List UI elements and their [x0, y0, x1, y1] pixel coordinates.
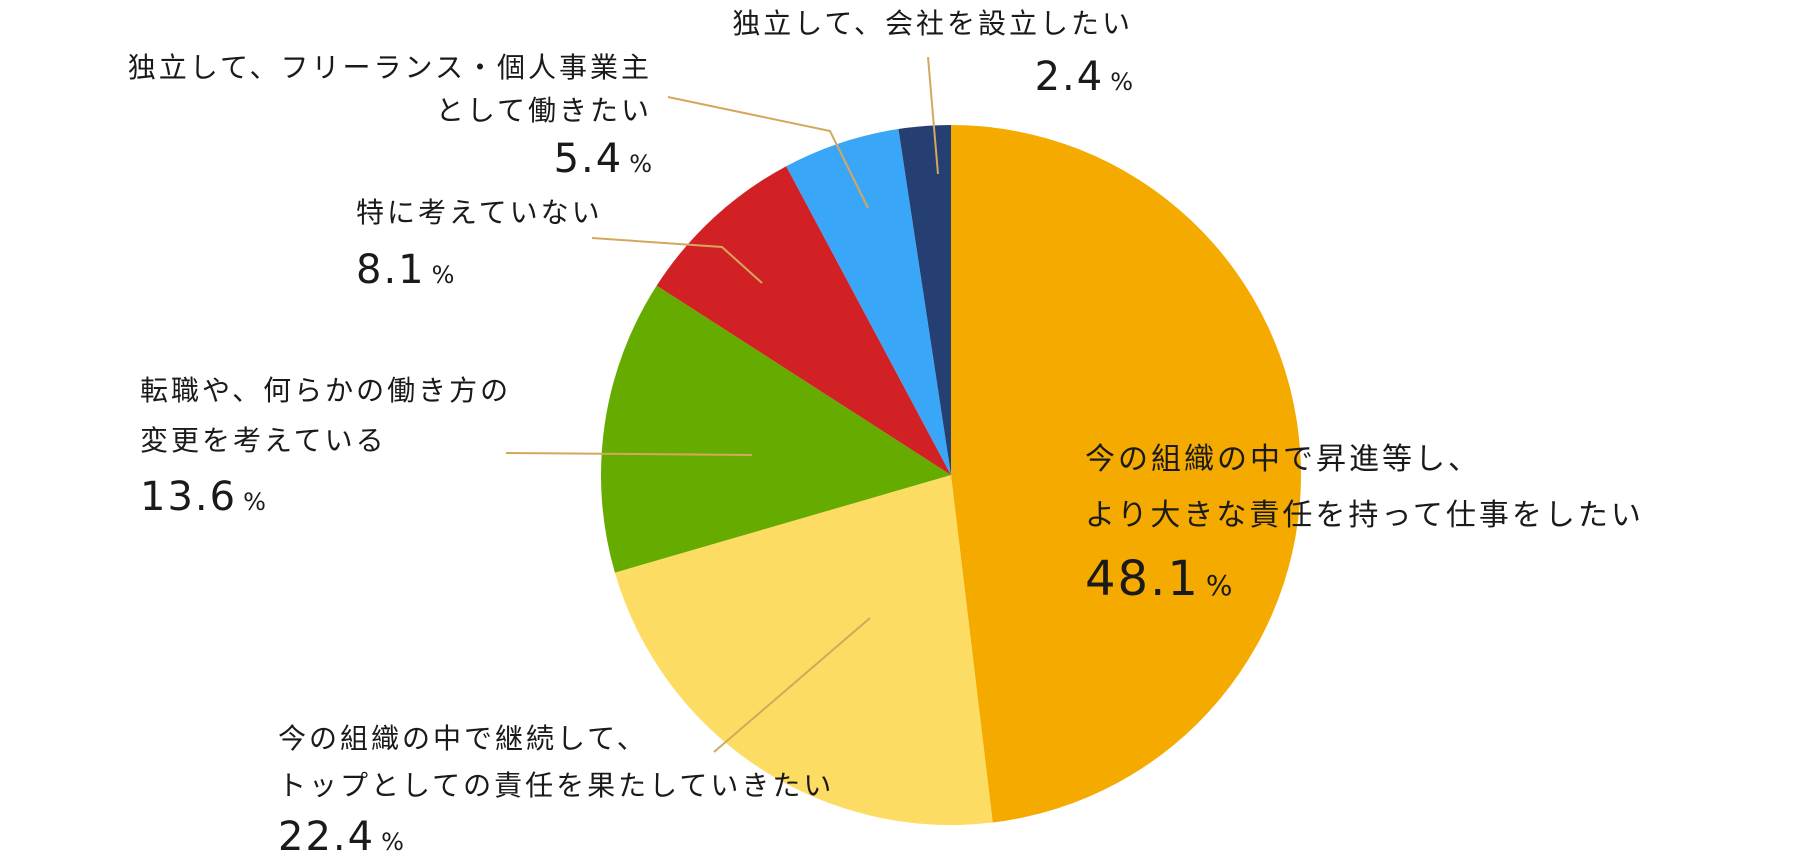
pie-slices [600, 125, 1301, 825]
pie-slice-4 [786, 128, 951, 475]
slice-5-label-line-1: 独立して、会社を設立したい [732, 7, 1133, 40]
leader-lines [505, 56, 939, 753]
slice-label-4: 独立して、フリーランス・個人事業主 として働きたい 5.4% [128, 51, 652, 182]
slice-1-label-line-2: トップとしての責任を果たしていきたい [278, 769, 834, 802]
leader-line-2 [505, 452, 753, 456]
leader-line-4 [667, 96, 869, 209]
slice-label-2: 転職や、何らかの働き方の 変更を考えている 13.6% [140, 374, 511, 520]
slice-0-label-line-1: 今の組織の中で昇進等し、 [1085, 442, 1481, 477]
slice-4-value: 5.4% [554, 136, 652, 182]
leader-line-1 [713, 617, 871, 753]
pie-slice-0 [951, 125, 1301, 823]
pie-slice-3 [656, 166, 951, 476]
slice-1-value: 22.4% [278, 814, 404, 856]
slice-5-value: 2.4% [1035, 54, 1133, 100]
slice-label-1: 今の組織の中で継続して、 トップとしての責任を果たしていきたい 22.4% [278, 722, 834, 856]
leader-line-5 [927, 56, 939, 175]
slice-2-label-line-2: 変更を考えている [140, 424, 387, 457]
slice-1-label-line-1: 今の組織の中で継続して、 [278, 722, 648, 755]
leader-line-3 [591, 237, 763, 284]
slice-0-label-line-2: より大きな責任を持って仕事をしたい [1085, 498, 1644, 533]
slice-4-label-line-1: 独立して、フリーランス・個人事業主 [128, 51, 652, 84]
slice-3-value: 8.1% [356, 247, 454, 293]
pie-slice-1 [614, 475, 993, 825]
pie-slice-5 [898, 125, 951, 475]
slice-0-value: 48.1% [1085, 551, 1232, 607]
slice-label-3: 特に考えていない 8.1% [356, 196, 603, 293]
slice-2-value: 13.6% [140, 474, 266, 520]
slice-3-label-line-1: 特に考えていない [356, 196, 603, 229]
slice-2-label-line-1: 転職や、何らかの働き方の [140, 374, 511, 407]
slice-4-label-line-2: として働きたい [436, 94, 652, 127]
slice-label-5: 独立して、会社を設立したい 2.4% [732, 7, 1133, 100]
slice-label-0: 今の組織の中で昇進等し、 より大きな責任を持って仕事をしたい 48.1% [1085, 442, 1644, 607]
pie-slice-2 [600, 285, 951, 573]
